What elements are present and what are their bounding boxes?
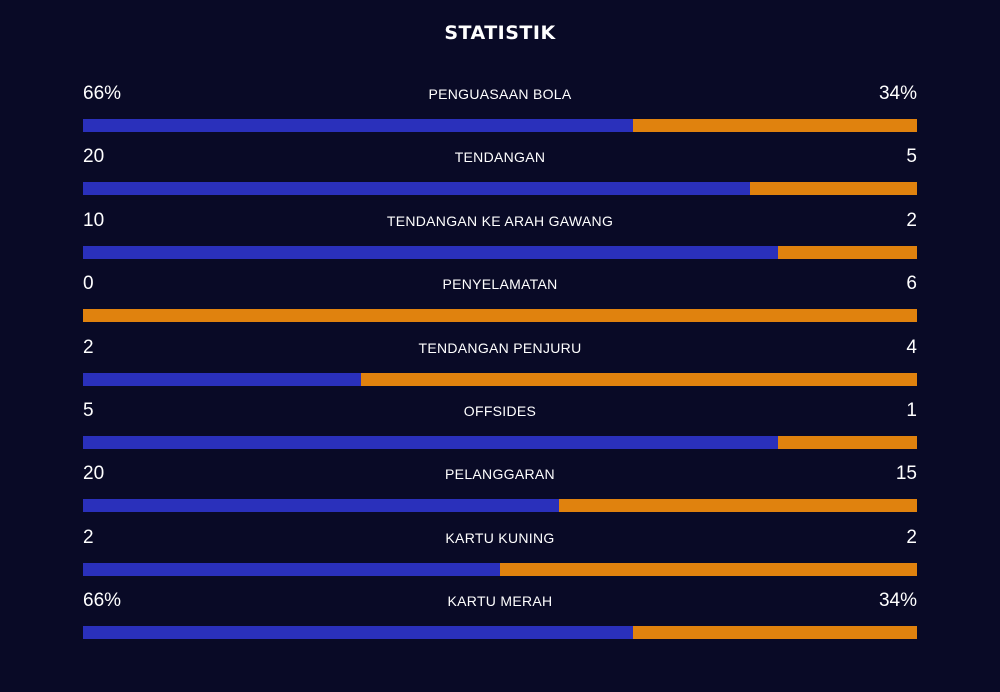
- stat-row-offsides: 5 OFFSIDES 1: [83, 397, 917, 460]
- away-value: 4: [906, 336, 917, 358]
- stat-bar: [83, 309, 917, 323]
- away-value: 15: [895, 463, 917, 485]
- home-value: 5: [83, 399, 94, 421]
- away-value: 34%: [878, 83, 917, 104]
- stat-row-saves: 0 PENYELAMATAN 6: [83, 270, 917, 333]
- stats-list: 66% PENGUASAAN BOLA 34% 20 TENDANGAN 5 1…: [83, 80, 917, 651]
- stat-bar: [83, 119, 917, 132]
- stat-bar: [83, 245, 917, 259]
- home-bar-fill: [83, 119, 634, 132]
- away-value: 1: [906, 399, 917, 421]
- stat-label: TENDANGAN: [454, 149, 546, 166]
- home-value: 20: [83, 463, 105, 485]
- home-bar-fill: [83, 372, 361, 386]
- home-value: 2: [83, 336, 94, 358]
- stat-bar: [83, 435, 917, 449]
- away-value: 6: [906, 273, 917, 295]
- stat-row-corners: 2 TENDANGAN PENJURU 4: [83, 334, 917, 397]
- away-value: 2: [906, 209, 917, 231]
- home-bar-fill: [83, 562, 500, 576]
- home-value: 0: [83, 273, 94, 295]
- stat-label: TENDANGAN KE ARAH GAWANG: [386, 212, 614, 229]
- stat-bar: [83, 372, 917, 386]
- stat-label: PENGUASAAN BOLA: [428, 86, 572, 102]
- home-bar-fill: [83, 245, 778, 259]
- stat-label: TENDANGAN PENJURU: [418, 339, 582, 356]
- away-value: 2: [906, 526, 917, 548]
- home-value: 66%: [83, 83, 122, 104]
- away-value: 34%: [878, 590, 917, 612]
- stat-row-possession: 66% PENGUASAAN BOLA 34%: [83, 80, 917, 143]
- stat-label: OFFSIDES: [463, 402, 537, 419]
- stat-label: KARTU KUNING: [445, 529, 555, 546]
- home-bar-fill: [83, 435, 778, 449]
- stat-label: PENYELAMATAN: [442, 276, 558, 293]
- stat-label: KARTU MERAH: [447, 593, 553, 610]
- stat-row-shots-on-target: 10 TENDANGAN KE ARAH GAWANG 2: [83, 207, 917, 270]
- home-value: 2: [83, 526, 94, 548]
- away-value: 5: [906, 146, 917, 168]
- stat-label: PELANGGARAN: [445, 466, 555, 483]
- home-value: 20: [83, 146, 105, 168]
- home-value: 66%: [83, 590, 122, 612]
- stat-bar: [83, 182, 917, 196]
- home-bar-fill: [83, 626, 634, 640]
- stat-row-fouls: 20 PELANGGARAN 15: [83, 460, 917, 523]
- stat-bar: [83, 499, 917, 513]
- home-value: 10: [83, 209, 105, 231]
- stats-title: STATISTIK: [444, 22, 556, 44]
- home-bar-fill: [83, 499, 560, 513]
- stat-row-yellow-cards: 2 KARTU KUNING 2: [83, 524, 917, 587]
- stat-row-shots: 20 TENDANGAN 5: [83, 143, 917, 206]
- stat-bar: [83, 562, 917, 576]
- home-bar-fill: [83, 182, 751, 196]
- stat-bar: [83, 626, 917, 640]
- stat-row-red-cards: 66% KARTU MERAH 34%: [83, 587, 917, 650]
